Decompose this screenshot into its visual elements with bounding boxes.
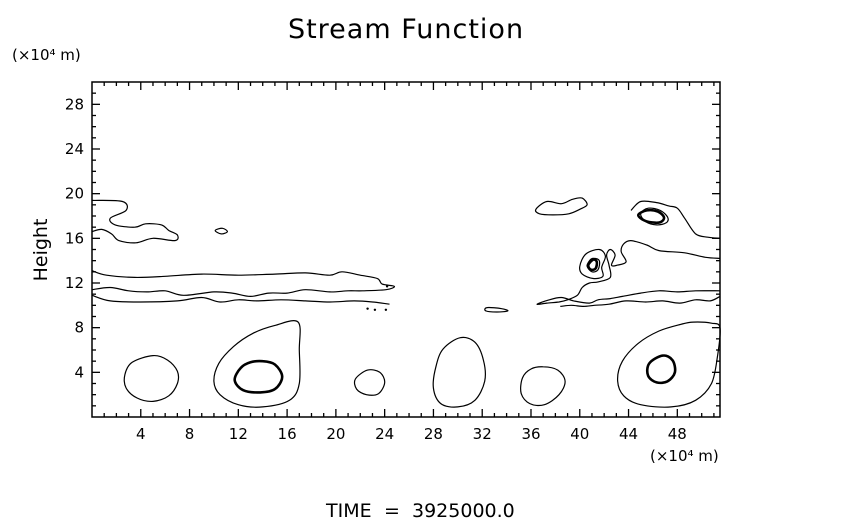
contour-line: [520, 366, 566, 407]
x-tick-label: 36: [521, 425, 540, 443]
x-tick-label: 48: [668, 425, 687, 443]
time-equals: =: [384, 500, 400, 519]
x-tick-label: 40: [570, 425, 589, 443]
time-label: TIME: [325, 500, 372, 519]
chart-title: Stream Function: [288, 14, 524, 45]
x-tick-label: 44: [619, 425, 638, 443]
contour-line: [353, 369, 386, 396]
contour-line: [91, 270, 396, 298]
contour-line: [91, 199, 179, 244]
x-unit-label: (×10⁴ m): [650, 447, 719, 465]
plot-axes: [91, 81, 721, 418]
contour-line: [616, 321, 721, 408]
contour-line: [586, 258, 599, 272]
contour-line: [213, 320, 301, 408]
time-value: 3925000.0: [412, 500, 515, 519]
contour-line: [579, 248, 607, 280]
contour-line: [91, 294, 390, 305]
contour-lines: [91, 197, 721, 408]
contour-line: [534, 197, 588, 216]
x-tick-label: 16: [278, 425, 297, 443]
contour-speck: [384, 308, 388, 311]
y-tick-label: 12: [65, 274, 84, 292]
x-tick-label: 4: [136, 425, 146, 443]
contour-line: [630, 200, 721, 239]
contour-line: [560, 295, 721, 308]
x-tick-label: 24: [375, 425, 394, 443]
y-tick-label: 24: [65, 140, 84, 158]
contour-line: [432, 336, 486, 408]
contour-speck: [385, 285, 389, 288]
contour-line: [645, 354, 677, 385]
x-tick-label: 32: [473, 425, 492, 443]
y-axis-label: Height: [30, 219, 52, 282]
contour-line: [214, 227, 228, 235]
contour-line: [637, 208, 666, 225]
contour-line: [484, 306, 509, 313]
x-tick-label: 8: [185, 425, 195, 443]
contour-line: [233, 359, 284, 394]
contour-speck: [366, 307, 369, 310]
contour-line: [586, 257, 601, 273]
y-tick-label: 20: [65, 185, 84, 203]
x-tick-label: 28: [424, 425, 443, 443]
y-tick-label: 8: [74, 319, 84, 337]
x-tick-label: 20: [326, 425, 345, 443]
contour-line: [640, 207, 669, 226]
y-tick-label: 28: [65, 95, 84, 113]
contour-speck: [373, 308, 377, 311]
contour-line: [536, 239, 721, 305]
y-unit-label: (×10⁴ m): [12, 46, 81, 64]
y-tick-label: 4: [74, 363, 84, 381]
y-tick-label: 16: [65, 229, 84, 247]
plot-frame: [91, 81, 721, 418]
x-tick-label: 12: [229, 425, 248, 443]
contour-line: [123, 354, 180, 403]
